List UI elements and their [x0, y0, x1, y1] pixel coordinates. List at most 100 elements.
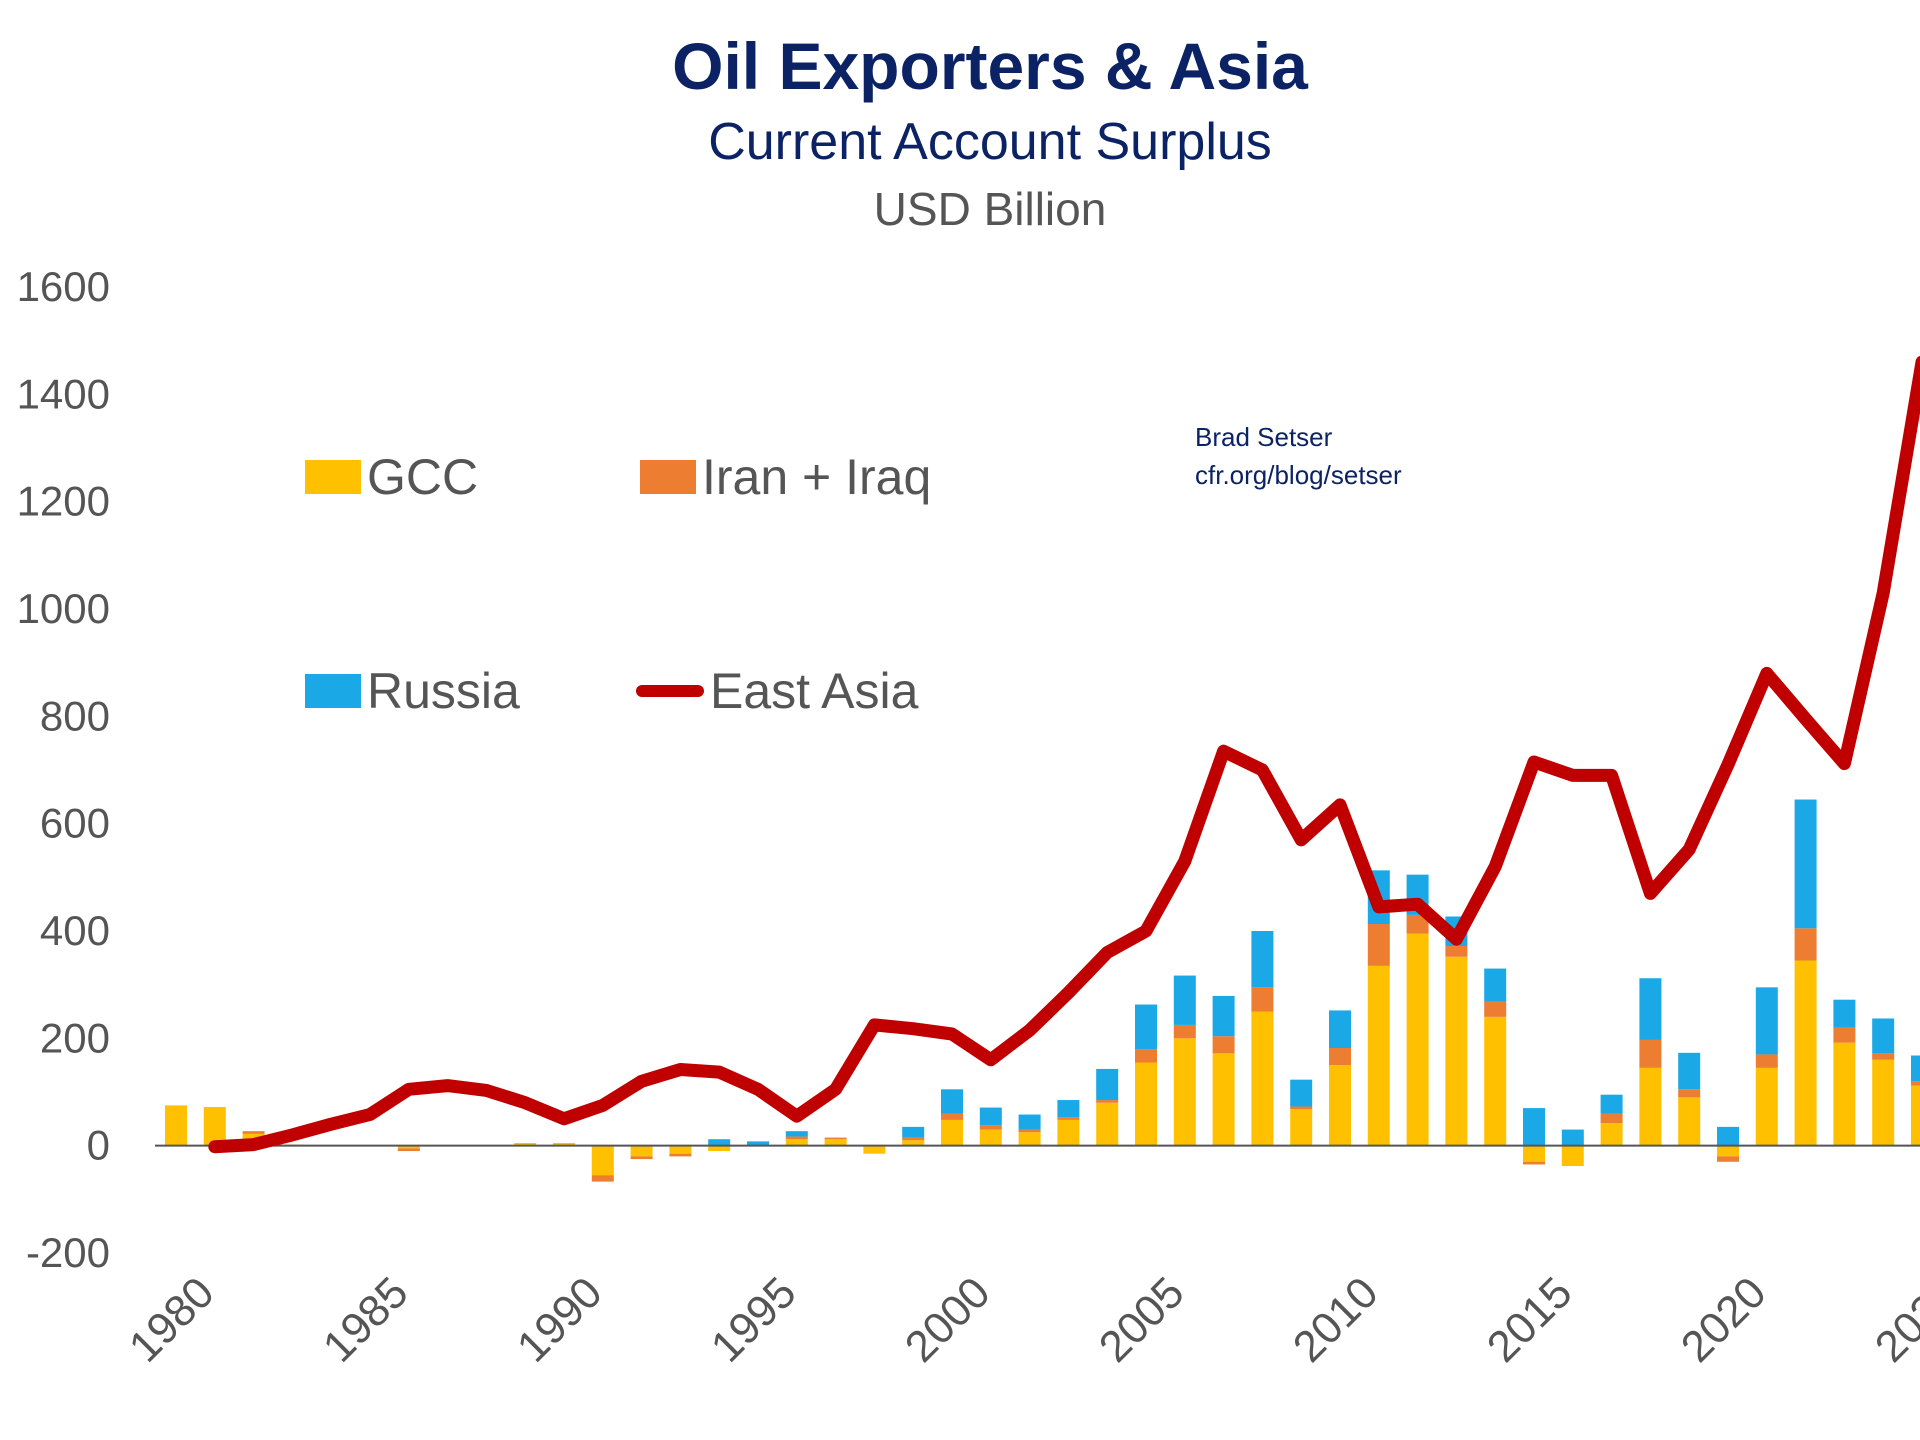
bar-russia-2025 — [1911, 1055, 1920, 1082]
bar-iran-iraq-2021 — [1755, 1054, 1778, 1068]
bar-iran-iraq-2000 — [941, 1113, 963, 1120]
bar-gcc-2002 — [1018, 1132, 1041, 1146]
y-tick-label: 600 — [40, 800, 110, 847]
bar-gcc-2001 — [979, 1129, 1002, 1146]
y-tick-label: -200 — [26, 1229, 110, 1276]
bar-gcc-1998 — [863, 1145, 886, 1154]
bar-iran-iraq-2001 — [979, 1125, 1002, 1130]
bar-gcc-2017 — [1600, 1123, 1623, 1146]
bar-iran-iraq-2020 — [1717, 1156, 1739, 1162]
bar-iran-iraq-1992 — [630, 1156, 653, 1160]
bar-iran-iraq-1997 — [824, 1137, 847, 1140]
bar-gcc-2020 — [1717, 1145, 1739, 1157]
x-tick-label: 1995 — [702, 1268, 806, 1372]
east-asia-line — [208, 355, 1920, 1154]
bar-russia-2001 — [979, 1107, 1002, 1126]
credit-author: Brad Setser — [1195, 422, 1333, 452]
bar-russia-1996 — [785, 1131, 808, 1137]
bar-gcc-2022 — [1794, 960, 1817, 1146]
y-tick-label: 200 — [40, 1014, 110, 1061]
legend-russia: Russia — [305, 662, 520, 720]
credit-block: Brad Setser cfr.org/blog/setser — [1195, 418, 1402, 494]
bar-russia-2004 — [1096, 1068, 1119, 1101]
bar-iran-iraq-1999 — [902, 1137, 925, 1141]
bar-gcc-2005 — [1135, 1062, 1157, 1146]
bar-iran-iraq-1993 — [669, 1153, 692, 1157]
bar-iran-iraq-2012 — [1406, 914, 1429, 934]
bar-iran-iraq-2017 — [1600, 1113, 1623, 1124]
bar-gcc-1980 — [165, 1105, 187, 1146]
bar-russia-1995 — [747, 1141, 769, 1146]
bar-gcc-2003 — [1057, 1119, 1080, 1146]
bar-gcc-1991 — [591, 1145, 614, 1176]
bar-iran-iraq-1991 — [591, 1175, 614, 1182]
bar-gcc-2014 — [1484, 1016, 1507, 1146]
x-tick-label: 2020 — [1672, 1268, 1776, 1372]
bar-iran-iraq-1996 — [785, 1136, 808, 1140]
legend-iran-iraq-swatch — [640, 460, 696, 494]
bar-russia-2021 — [1755, 987, 1778, 1055]
legend-east-asia-swatch — [636, 685, 704, 697]
bar-gcc-1993 — [669, 1145, 692, 1154]
y-tick-label: 1400 — [17, 370, 110, 417]
y-tick-label: 1000 — [17, 585, 110, 632]
bar-gcc-2009 — [1290, 1109, 1313, 1146]
bar-gcc-2004 — [1096, 1102, 1119, 1146]
bar-russia-2008 — [1251, 931, 1274, 988]
bar-iran-iraq-2006 — [1173, 1024, 1196, 1039]
y-tick-label: 400 — [40, 907, 110, 954]
bar-iran-iraq-2022 — [1794, 928, 1817, 961]
bar-gcc-2012 — [1406, 933, 1429, 1146]
legend-russia-swatch — [305, 674, 361, 708]
bar-gcc-2024 — [1872, 1059, 1895, 1146]
bar-russia-2006 — [1173, 975, 1196, 1025]
bar-gcc-2023 — [1833, 1042, 1856, 1146]
unit-label: USD Billion — [873, 183, 1107, 235]
bar-gcc-2013 — [1445, 956, 1468, 1146]
x-tick-label: 2025 — [1866, 1268, 1920, 1372]
bar-russia-1994 — [708, 1139, 731, 1146]
bar-iran-iraq-2002 — [1018, 1129, 1041, 1133]
bar-gcc-2019 — [1678, 1097, 1701, 1146]
bar-iran-iraq-2019 — [1678, 1089, 1701, 1098]
x-tick-label: 2005 — [1090, 1268, 1194, 1372]
bar-iran-iraq-2023 — [1833, 1027, 1856, 1043]
bar-iran-iraq-1986 — [397, 1148, 420, 1152]
bar-gcc-2000 — [941, 1119, 963, 1146]
bar-gcc-1996 — [785, 1139, 808, 1146]
legend-east-asia: East Asia — [636, 662, 918, 720]
chart-title: Oil Exporters & Asia — [672, 29, 1308, 103]
bar-russia-2019 — [1678, 1052, 1701, 1090]
bar-russia-2009 — [1290, 1079, 1313, 1107]
bar-gcc-1994 — [708, 1145, 731, 1152]
bar-gcc-1981 — [203, 1107, 226, 1146]
east-asia-line-layer — [208, 355, 1920, 1154]
y-tick-label: 800 — [40, 692, 110, 739]
bar-russia-2017 — [1600, 1094, 1623, 1114]
bar-russia-1999 — [902, 1126, 925, 1138]
legend-gcc-label: GCC — [367, 449, 479, 505]
credit-site: cfr.org/blog/setser — [1195, 460, 1402, 490]
bar-gcc-1990 — [553, 1142, 575, 1146]
bar-gcc-2008 — [1251, 1011, 1274, 1146]
bar-iran-iraq-2024 — [1872, 1053, 1895, 1060]
bar-russia-2014 — [1484, 968, 1507, 1002]
bar-iran-iraq-2005 — [1135, 1049, 1157, 1063]
bar-gcc-2016 — [1561, 1145, 1584, 1167]
x-tick-label: 2000 — [896, 1268, 1000, 1372]
bar-gcc-1999 — [902, 1140, 925, 1146]
bar-russia-2024 — [1872, 1018, 1895, 1054]
bar-iran-iraq-2007 — [1212, 1036, 1235, 1054]
bar-gcc-2011 — [1367, 965, 1390, 1146]
bar-russia-2010 — [1329, 1010, 1351, 1048]
legend-russia-label: Russia — [367, 663, 520, 719]
x-tick-label: 1990 — [508, 1268, 612, 1372]
bar-gcc-2021 — [1755, 1067, 1778, 1146]
bar-gcc-2018 — [1639, 1067, 1662, 1146]
bar-russia-2016 — [1561, 1129, 1584, 1146]
y-tick-label: 0 — [87, 1122, 110, 1169]
legend-iran-iraq: Iran + Iraq — [640, 448, 931, 506]
bar-iran-iraq-2025 — [1911, 1081, 1920, 1086]
bar-iran-iraq-2011 — [1367, 924, 1390, 966]
